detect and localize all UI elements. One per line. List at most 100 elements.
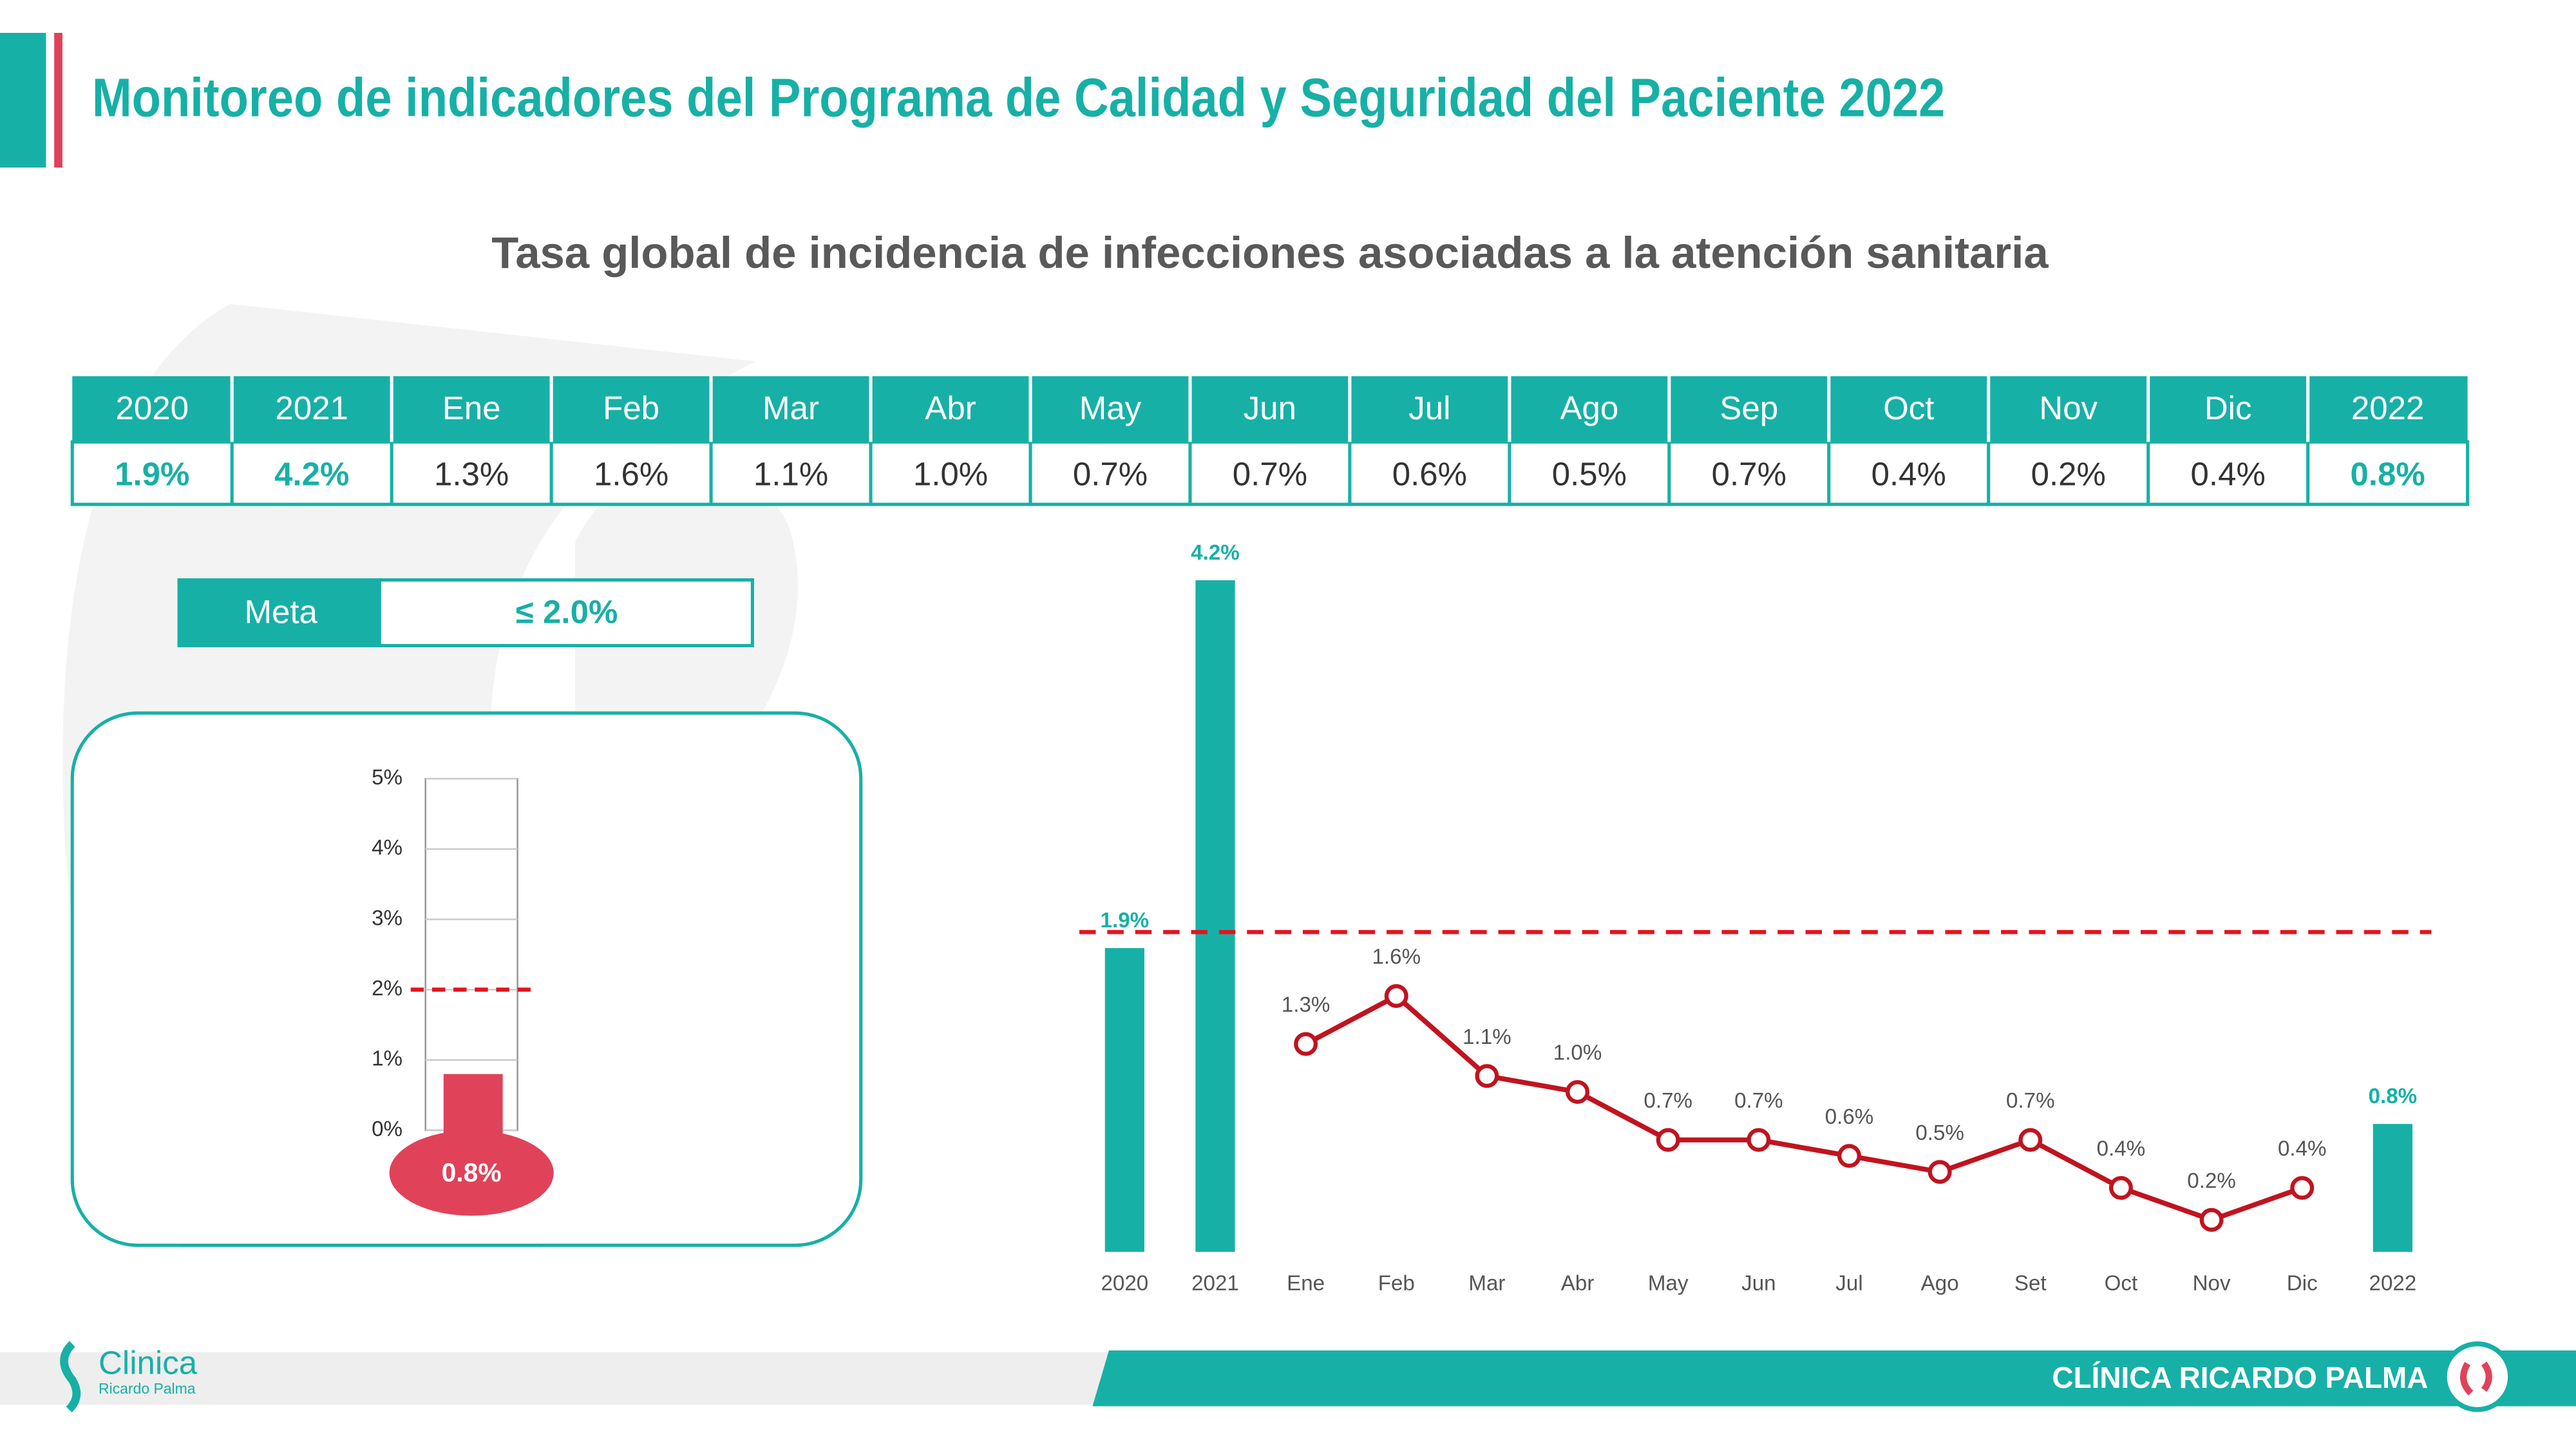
- x-tick-label: 2020: [1101, 1272, 1148, 1296]
- x-tick-label: Ene: [1287, 1272, 1325, 1296]
- logo-icon: [60, 1341, 81, 1413]
- point: [1384, 984, 1408, 1009]
- y-tick-label: 0%: [372, 1117, 402, 1141]
- table-cell: 0.4%: [2191, 455, 2266, 492]
- value-label: 4.2%: [1191, 541, 1240, 565]
- point: [1566, 1080, 1590, 1104]
- x-tick-label: Nov: [2193, 1272, 2231, 1296]
- table-header-bg: [72, 376, 2468, 442]
- table-cell: 1.3%: [434, 455, 509, 492]
- point: [2290, 1176, 2315, 1200]
- bar: [1104, 948, 1144, 1252]
- bar: [2372, 1124, 2413, 1252]
- x-tick-label: Jun: [1741, 1272, 1776, 1296]
- x-tick-label: Ago: [1921, 1272, 1959, 1296]
- meta-label: Meta: [245, 594, 318, 630]
- header-bar: [0, 33, 46, 168]
- meta-value: ≤ 2.0%: [516, 594, 618, 630]
- value-label: 0.2%: [2187, 1169, 2236, 1193]
- table-header: 2021: [275, 390, 348, 426]
- table-cell: 1.6%: [594, 455, 668, 492]
- value-label: 1.3%: [1282, 993, 1331, 1017]
- table-cell: 0.2%: [2031, 455, 2106, 492]
- table-cell: 0.7%: [1712, 455, 1786, 492]
- value-label: 0.4%: [2278, 1137, 2327, 1161]
- table-header: 2022: [2351, 390, 2425, 426]
- value-label: 0.8%: [442, 1158, 502, 1188]
- x-tick-label: Dic: [2287, 1272, 2318, 1296]
- value-label: 0.4%: [2097, 1137, 2146, 1161]
- table-header: Mar: [762, 390, 819, 426]
- value-label: 0.8%: [2369, 1084, 2418, 1108]
- table-header: 2020: [115, 390, 189, 426]
- bar: [1195, 580, 1235, 1252]
- table-cell: 4.2%: [274, 455, 349, 492]
- table-cell: 0.4%: [1871, 455, 1946, 492]
- table-header: Feb: [603, 390, 659, 426]
- table-cell: 1.1%: [753, 455, 828, 492]
- value-label: 0.6%: [1825, 1105, 1874, 1129]
- footer-band: [0, 1352, 1134, 1405]
- y-tick-label: 3%: [372, 906, 402, 930]
- value-label: 1.0%: [1553, 1041, 1602, 1065]
- value-label: 0.5%: [1915, 1121, 1964, 1145]
- point: [2018, 1128, 2043, 1152]
- point: [1294, 1032, 1318, 1056]
- point: [1475, 1064, 1499, 1088]
- table-cell: 0.7%: [1073, 455, 1148, 492]
- table-header: Dic: [2204, 390, 2252, 426]
- x-tick-label: Jul: [1835, 1272, 1862, 1296]
- x-tick-label: Feb: [1378, 1272, 1415, 1296]
- table-cell: 0.6%: [1392, 455, 1467, 492]
- header-accent: [54, 33, 62, 168]
- table-header: May: [1079, 390, 1142, 426]
- point: [1747, 1128, 1771, 1152]
- logo-name: Clinica: [99, 1344, 198, 1381]
- table-header: Ago: [1560, 390, 1618, 426]
- table-header: Oct: [1883, 390, 1934, 426]
- dynamic: 2020 1.9% 2021 4.2% Ene 1.3% Feb 1.6% Mar 1.1% Abr…: [70, 376, 2470, 1296]
- y-tick-label: 5%: [372, 766, 402, 790]
- x-tick-label: 2021: [1191, 1272, 1239, 1296]
- point: [2108, 1176, 2133, 1200]
- x-tick-label: May: [1648, 1272, 1689, 1296]
- value-label: 1.9%: [1101, 909, 1150, 933]
- title: Monitoreo de indicadores del Programa de…: [92, 67, 1946, 128]
- table-header: Nov: [2039, 390, 2098, 426]
- point: [1656, 1128, 1680, 1152]
- point: [1927, 1160, 1952, 1184]
- thermo-bulb: [389, 1130, 554, 1216]
- footer-brand: CLÍNICA RICARDO PALMA: [2052, 1361, 2428, 1394]
- value-label: 0.7%: [1734, 1089, 1783, 1113]
- y-tick-label: 1%: [372, 1047, 402, 1071]
- footer-bar: [1092, 1350, 2576, 1406]
- table-header: Sep: [1719, 390, 1778, 426]
- x-tick-label: Oct: [2105, 1272, 2138, 1296]
- footer-logo-mark: [2460, 1361, 2492, 1396]
- table-body-bg: [70, 440, 2470, 506]
- table-cell: 0.8%: [2351, 455, 2425, 492]
- x-tick-label: Abr: [1561, 1272, 1595, 1296]
- point: [1837, 1144, 1862, 1168]
- y-tick-label: 4%: [372, 836, 402, 860]
- table-cell: 1.0%: [913, 455, 988, 492]
- value-label: 0.7%: [1643, 1089, 1692, 1113]
- line: [1304, 992, 2304, 1223]
- thermo-tube: [424, 777, 518, 1132]
- x-tick-label: Mar: [1468, 1272, 1505, 1296]
- x-tick-label: 2022: [2369, 1272, 2417, 1296]
- subtitle: Tasa global de incidencia de infecciones…: [491, 228, 2049, 278]
- table-cell: 0.5%: [1552, 455, 1627, 492]
- table-header: Jul: [1408, 390, 1450, 426]
- table-header: Ene: [442, 390, 501, 426]
- table-cell: 0.7%: [1233, 455, 1307, 492]
- meta-label-bg: [179, 580, 381, 646]
- x-tick-label: Set: [2014, 1272, 2047, 1296]
- footer-logo: [2442, 1341, 2513, 1412]
- logo-sub: Ricardo Palma: [99, 1380, 196, 1397]
- table-header: Abr: [925, 390, 976, 426]
- value-label: 1.6%: [1372, 945, 1421, 969]
- value-label: 1.1%: [1463, 1025, 1511, 1049]
- table-header: Jun: [1244, 390, 1296, 426]
